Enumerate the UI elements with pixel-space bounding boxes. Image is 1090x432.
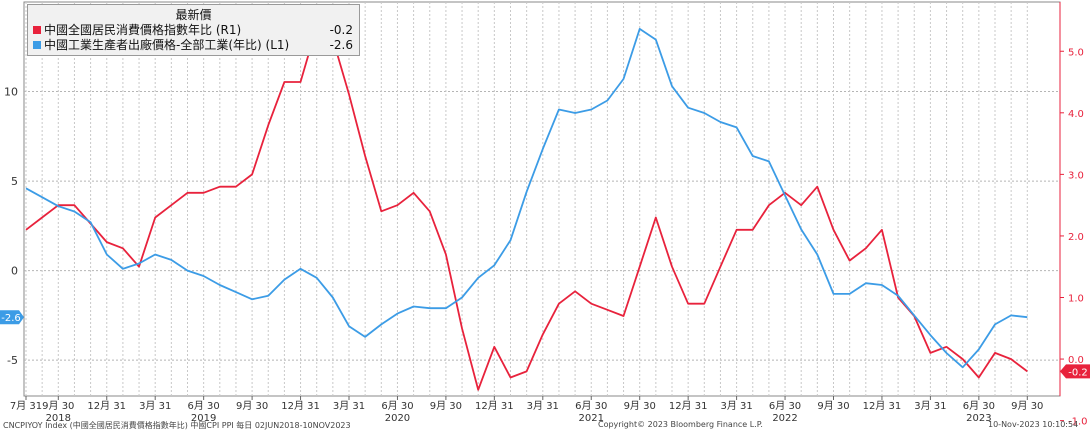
x-tick-label: 3月 31 bbox=[527, 400, 559, 412]
left-tick-label: 5 bbox=[11, 175, 18, 188]
right-tick-label: 4.0 bbox=[1068, 109, 1084, 120]
footer-index-info: CNCPIYOY Index (中國全國居民消費價格指數年比) 中國CPI PP… bbox=[3, 421, 351, 430]
last-value-tag-ppi-text: -2.6 bbox=[1, 313, 21, 324]
x-tick-label: 9月 30 bbox=[624, 400, 656, 412]
right-tick-label: -1.0 bbox=[1068, 417, 1088, 428]
x-tick-label: 3月 31 bbox=[139, 400, 171, 412]
legend-swatch-ppi bbox=[33, 41, 41, 49]
plot-area bbox=[23, 1, 1061, 397]
x-tick-label: 9月 30 bbox=[817, 400, 849, 412]
x-tick-label: 3月 31 bbox=[333, 400, 365, 412]
last-value-tag-ppi: -2.6 bbox=[0, 310, 24, 325]
x-tick-label: 6月 30 bbox=[769, 400, 801, 412]
right-tick-label: 1.0 bbox=[1068, 294, 1084, 305]
x-tick-label: 9月 30 bbox=[42, 400, 74, 412]
x-tick-label: 7月 31 bbox=[10, 400, 42, 412]
footer-copyright: Copyright© 2023 Bloomberg Finance L.P. bbox=[598, 420, 763, 429]
legend-item-cpi: 中國全國居民消費價格指數年比 (R1) -0.2 bbox=[28, 23, 359, 38]
right-tick-label: 5.0 bbox=[1068, 47, 1084, 58]
x-tick-label: 12月 31 bbox=[87, 400, 126, 412]
x-year-label: 2021 bbox=[579, 413, 604, 424]
x-tick-label: 6月 30 bbox=[381, 400, 413, 412]
legend-label-ppi: 中國工業生產者出廠價格-全部工業(年比) (L1) bbox=[44, 38, 290, 52]
x-tick-label: 6月 30 bbox=[188, 400, 220, 412]
legend-label-cpi: 中國全國居民消費價格指數年比 (R1) bbox=[44, 23, 242, 37]
x-tick-label: 9月 30 bbox=[430, 400, 462, 412]
legend: 最新價 中國全國居民消費價格指數年比 (R1) -0.2 中國工業生產者出廠價格… bbox=[27, 4, 360, 56]
x-year-label: 2023 bbox=[966, 413, 991, 424]
footer-timestamp: 10-Nov-2023 10:10:54 bbox=[988, 420, 1079, 429]
x-tick-label: 3月 31 bbox=[720, 400, 752, 412]
last-value-tag-ppi-bg bbox=[0, 310, 24, 325]
legend-value-cpi: -0.2 bbox=[329, 23, 353, 37]
legend-title: 最新價 bbox=[175, 8, 212, 22]
x-tick-label: 3月 31 bbox=[914, 400, 946, 412]
x-tick-label: 9月 30 bbox=[1011, 400, 1043, 412]
right-tick-label: 3.0 bbox=[1068, 170, 1084, 181]
x-year-label: 2020 bbox=[385, 413, 410, 424]
right-tick-label: 0.0 bbox=[1068, 355, 1084, 366]
left-tick-label: -5 bbox=[7, 354, 18, 367]
left-tick-label: 10 bbox=[4, 86, 18, 99]
x-year-label: 2018 bbox=[46, 413, 71, 424]
x-year-label: 2022 bbox=[772, 413, 797, 424]
last-value-tag-cpi: -0.2 bbox=[1060, 364, 1090, 379]
left-tick-label: 0 bbox=[11, 265, 18, 278]
legend-item-ppi: 中國工業生產者出廠價格-全部工業(年比) (L1) -2.6 bbox=[28, 38, 359, 53]
x-tick-label: 6月 30 bbox=[575, 400, 607, 412]
legend-swatch-cpi bbox=[33, 26, 41, 34]
right-tick-label: 2.0 bbox=[1068, 232, 1084, 243]
x-tick-label: 12月 31 bbox=[281, 400, 320, 412]
x-tick-label: 12月 31 bbox=[669, 400, 708, 412]
x-tick-label: 12月 31 bbox=[863, 400, 902, 412]
legend-value-ppi: -2.6 bbox=[329, 38, 353, 52]
last-value-tag-cpi-text: -0.2 bbox=[1068, 367, 1088, 378]
series-line-ppi bbox=[25, 27, 1028, 369]
x-year-label: 2019 bbox=[191, 413, 216, 424]
x-tick-label: 9月 30 bbox=[236, 400, 268, 412]
x-tick-label: 6月 30 bbox=[963, 400, 995, 412]
x-tick-label: 12月 31 bbox=[475, 400, 514, 412]
series-line-cpi bbox=[25, 25, 1028, 391]
last-value-tag-cpi-bg bbox=[1060, 364, 1090, 379]
